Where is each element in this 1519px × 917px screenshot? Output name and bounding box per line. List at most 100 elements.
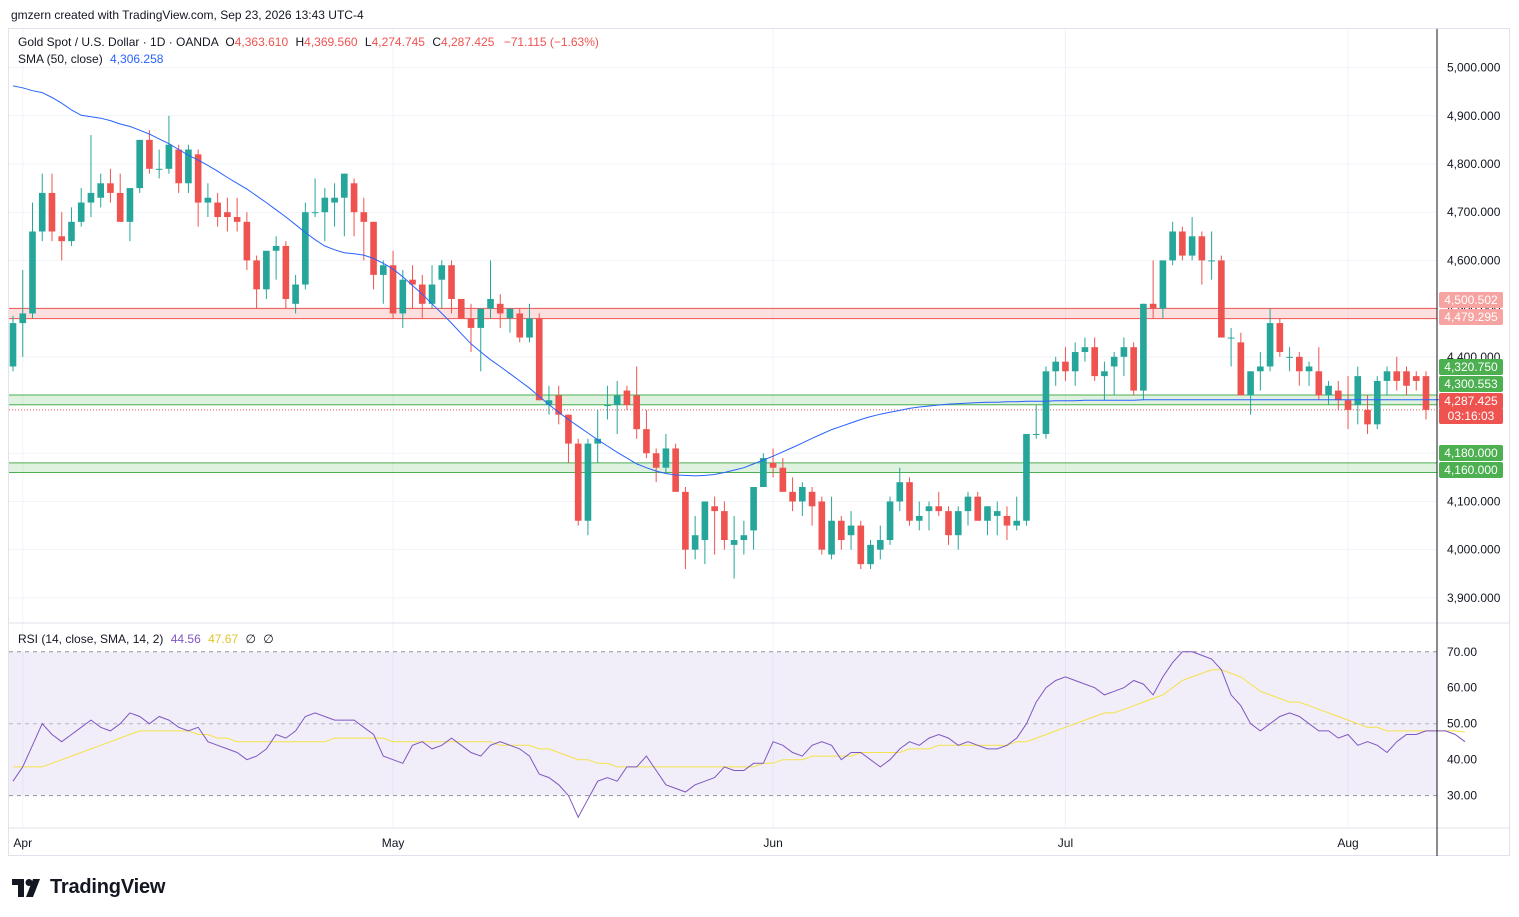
support-zone xyxy=(9,462,1437,473)
tradingview-brand[interactable]: TradingView xyxy=(12,876,165,899)
candle-body xyxy=(1393,371,1401,381)
candle-body xyxy=(399,279,407,314)
candle-body xyxy=(1237,342,1245,396)
price-axis-label: 4,287.425 xyxy=(1444,394,1498,408)
price-tick-label: 4,100.000 xyxy=(1447,494,1501,508)
candle-body xyxy=(1247,371,1254,396)
candle-body xyxy=(662,448,670,468)
candle-body xyxy=(1091,347,1098,377)
candle-body xyxy=(233,217,241,222)
candle-body xyxy=(574,443,582,521)
candle-body xyxy=(68,221,75,242)
chart-frame xyxy=(8,28,1510,856)
candle-body xyxy=(565,414,572,444)
candle-body xyxy=(769,462,777,468)
rsi-tick-label: 40.00 xyxy=(1447,753,1477,767)
candle-body xyxy=(1296,356,1303,372)
price-axis-label-box xyxy=(1439,376,1503,392)
price-axis-label: 4,180.000 xyxy=(1444,446,1498,460)
rsi-legend[interactable]: RSI (14, close, SMA, 14, 2) 44.56 47.67 … xyxy=(18,632,274,646)
brand-name: TradingView xyxy=(50,876,166,898)
candle-body xyxy=(876,540,884,550)
candle-body xyxy=(1149,303,1157,309)
candle-body xyxy=(1042,371,1050,434)
candle-body xyxy=(1403,371,1410,386)
candle-body xyxy=(272,245,280,251)
candle-body xyxy=(691,535,699,550)
candle-body xyxy=(360,212,368,222)
candle-body xyxy=(721,511,728,541)
price-axis-label-box xyxy=(1439,462,1503,478)
candle-body xyxy=(993,511,1001,516)
candle-body xyxy=(1120,347,1128,357)
rsi-extra-1: ∅ xyxy=(245,632,256,646)
candle-body xyxy=(847,525,855,536)
candle-body xyxy=(1062,361,1069,372)
candle-layer xyxy=(9,115,1430,579)
zone-layer xyxy=(9,307,1437,474)
candle-body xyxy=(613,395,621,406)
candle-body xyxy=(506,308,514,319)
candle-body xyxy=(1325,385,1332,396)
candle-body xyxy=(1032,433,1040,435)
sma-50-line xyxy=(12,85,1466,477)
rsi-extra-2: ∅ xyxy=(263,632,274,646)
candle-body xyxy=(682,491,689,550)
candle-body xyxy=(9,323,17,367)
candle-body xyxy=(457,298,465,319)
candle-body xyxy=(1198,236,1206,261)
candle-body xyxy=(370,221,377,275)
price-axis-label: 4,320.750 xyxy=(1444,360,1498,374)
candle-body xyxy=(1208,260,1215,262)
price-axis-label-box xyxy=(1439,408,1503,424)
candle-body xyxy=(808,491,816,507)
rsi-legend-label: RSI (14, close, SMA, 14, 2) xyxy=(18,632,164,646)
price-axis-label: 4,300.553 xyxy=(1444,377,1498,391)
candle-body xyxy=(1169,231,1176,261)
candle-body xyxy=(779,467,787,492)
candle-body xyxy=(954,511,962,536)
time-tick-label: Apr xyxy=(13,836,32,850)
candle-body xyxy=(341,173,348,198)
candle-body xyxy=(48,192,56,232)
rsi-tick-label: 60.00 xyxy=(1447,681,1477,695)
candle-body xyxy=(116,192,124,222)
price-tick-label: 4,900.000 xyxy=(1447,109,1501,123)
symbol-title[interactable]: Gold Spot / U.S. Dollar · 1D · OANDA xyxy=(18,35,219,49)
candle-body xyxy=(1101,371,1108,377)
candle-body xyxy=(1422,376,1430,410)
candle-body xyxy=(623,390,631,406)
candle-body xyxy=(740,535,748,541)
candle-body xyxy=(604,405,611,407)
candle-body xyxy=(263,250,270,290)
candle-body xyxy=(643,429,650,454)
candle-body xyxy=(467,318,475,328)
candle-body xyxy=(1188,236,1196,256)
price-tick-label: 4,600.000 xyxy=(1447,253,1501,267)
candle-body xyxy=(1052,361,1060,372)
time-tick-label: Jul xyxy=(1058,836,1073,850)
candle-body xyxy=(126,188,134,222)
candle-body xyxy=(1110,356,1118,367)
rsi-layer xyxy=(9,651,1466,819)
candle-body xyxy=(1315,371,1323,396)
candle-body xyxy=(555,395,563,415)
candle-body xyxy=(1257,366,1264,372)
low-label: L xyxy=(364,35,372,49)
candle-body xyxy=(194,154,202,203)
candle-body xyxy=(915,515,923,521)
candle-body xyxy=(389,265,397,314)
candle-body xyxy=(584,443,592,521)
price-tick-label: 3,900.000 xyxy=(1447,591,1501,605)
price-axis-label-box xyxy=(1439,359,1503,375)
candle-body xyxy=(1227,337,1235,339)
sma-legend[interactable]: SMA (50, close) 4,306.258 xyxy=(18,52,163,66)
price-axis-label: 4,500.502 xyxy=(1444,293,1498,307)
candle-body xyxy=(1286,356,1293,358)
candle-body xyxy=(282,245,290,299)
candle-body xyxy=(185,149,192,184)
resistance-zone xyxy=(9,308,1437,319)
candle-body xyxy=(1179,231,1186,256)
candle-body xyxy=(477,308,485,328)
